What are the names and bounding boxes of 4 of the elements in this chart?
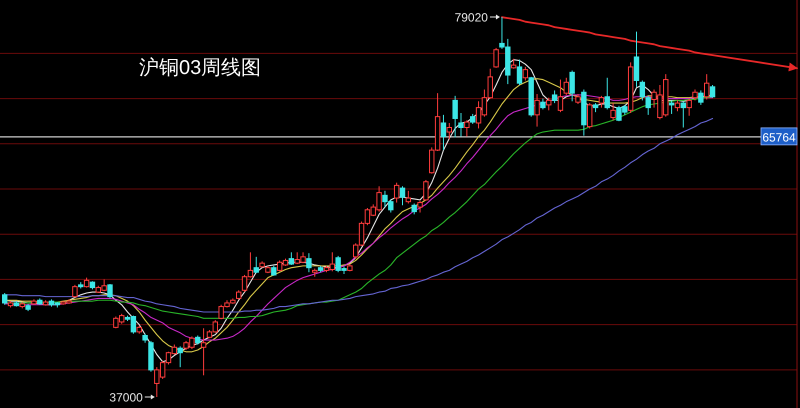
ref-line-label: 65764 — [762, 130, 796, 144]
annotation: 79020 — [454, 10, 488, 24]
annotation: 37000 — [109, 390, 144, 404]
text: 沪铜03周线图 — [139, 56, 262, 79]
